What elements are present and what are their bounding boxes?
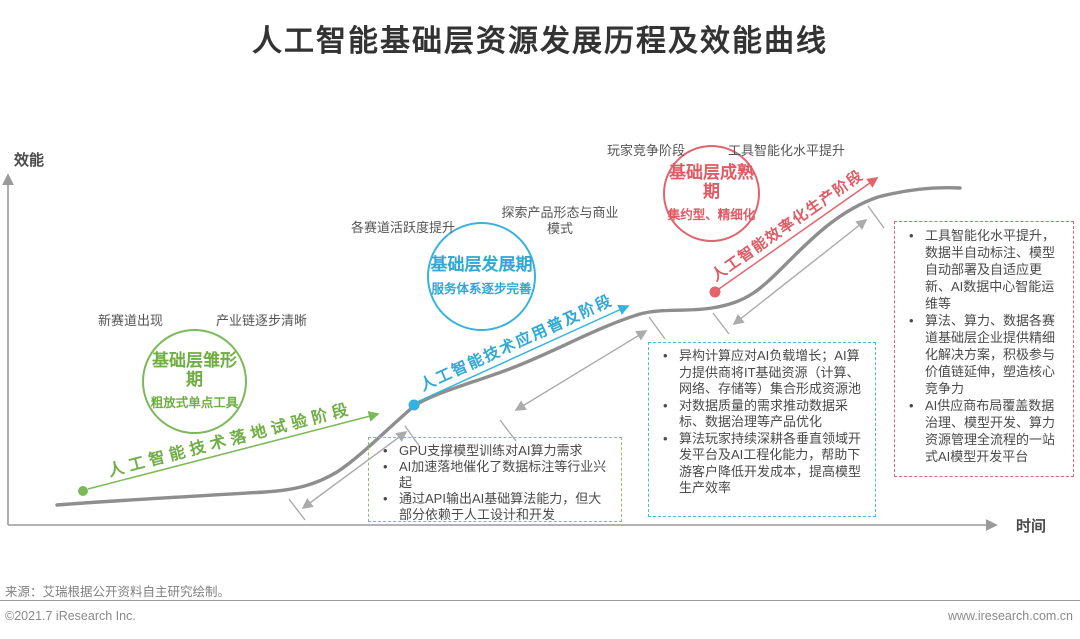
boundary-tick (648, 316, 666, 340)
stage-2-detail-box: 异构计算应对AI负载增长；AI算力提供商将IT基础资源（计算、网络、存储等）集合… (648, 342, 876, 517)
boundary-tick (712, 312, 730, 335)
bullet-item: 算法玩家持续深耕各垂直领域开发平台及AI工程化能力，帮助下游客户降低开发成本，提… (655, 431, 868, 497)
bullet-item: 工具智能化水平提升，数据半自动标注、模型自动部署及自适应更新、AI数据中心智能运… (901, 227, 1066, 312)
source-note: 来源：艾瑞根据公开资料自主研究绘制。 (5, 585, 231, 599)
stage-1-callout-right: 产业链逐步清晰 (216, 313, 308, 328)
boundary-tick (867, 205, 885, 229)
stage-3-detail-box: 工具智能化水平提升，数据半自动标注、模型自动部署及自适应更新、AI数据中心智能运… (894, 221, 1074, 477)
stage-1-circle-subtitle: 粗放式单点工具 (150, 396, 239, 411)
copyright: ©2021.7 iResearch Inc. (5, 609, 136, 623)
y-axis-label: 效能 (14, 152, 45, 169)
stage-1-detail-box: GPU支撑模型训练对AI算力需求 AI加速落地催化了数据标注等行业兴起 通过AP… (368, 437, 622, 522)
stage-3-circle-title: 基础层成熟期 (669, 162, 754, 201)
boundary-tick (288, 498, 306, 521)
website-url: www.iresearch.com.cn (947, 609, 1073, 623)
stage-2-callout-right: 探索产品形态与商业模式 (501, 205, 619, 237)
stage-1-start-dot (78, 486, 88, 496)
stage-2-callout-left: 各赛道活跃度提升 (351, 220, 456, 235)
bullet-item: 对数据质量的需求推动数据采标、数据治理等产品优化 (655, 398, 868, 431)
stage-1-callout-left: 新赛道出现 (98, 313, 164, 328)
bullet-item: AI加速落地催化了数据标注等行业兴起 (375, 459, 614, 491)
stage-2-circle: 基础层发展期 服务体系逐步完善 (427, 222, 536, 331)
stage-3-range-arrow (732, 218, 868, 326)
stage-2-circle-subtitle: 服务体系逐步完善 (431, 281, 532, 296)
bullet-item: 算法、算力、数据各赛道基础层企业提供精细化解决方案，积极参与价值链延伸，塑造核心… (901, 312, 1066, 397)
footer-divider (0, 600, 1080, 601)
x-axis-label: 时间 (1016, 518, 1047, 535)
stage-3-callout-left: 玩家竞争阶段 (607, 143, 686, 158)
stage-1-circle: 基础层雏形期 粗放式单点工具 (142, 329, 247, 434)
stage-2-circle-title: 基础层发展期 (430, 255, 533, 275)
stage-2-start-dot (408, 399, 420, 411)
bullet-item: GPU支撑模型训练对AI算力需求 (375, 443, 614, 459)
stage-3-circle: 基础层成熟期 集约型、精细化 (663, 145, 760, 242)
stage-1-circle-title: 基础层雏形期 (152, 350, 237, 389)
bullet-item: 通过API输出AI基础算法能力，但大部分依赖于人工设计和开发 (375, 491, 614, 523)
stage-3-circle-subtitle: 集约型、精细化 (667, 208, 756, 223)
stage-3-callout-right: 工具智能化水平提升 (728, 143, 846, 158)
stage-2-range-arrow (514, 330, 648, 411)
stage-1-phase-arrow (87, 411, 380, 490)
stage-3-start-dot (709, 286, 721, 298)
page-title: 人工智能基础层资源发展历程及效能曲线 (252, 25, 828, 58)
bullet-item: AI供应商布局覆盖数据治理、模型开发、算力资源管理全流程的一站式AI模型开发平台 (901, 397, 1066, 465)
bullet-item: 异构计算应对AI负载增长；AI算力提供商将IT基础资源（计算、网络、存储等）集合… (655, 348, 868, 398)
